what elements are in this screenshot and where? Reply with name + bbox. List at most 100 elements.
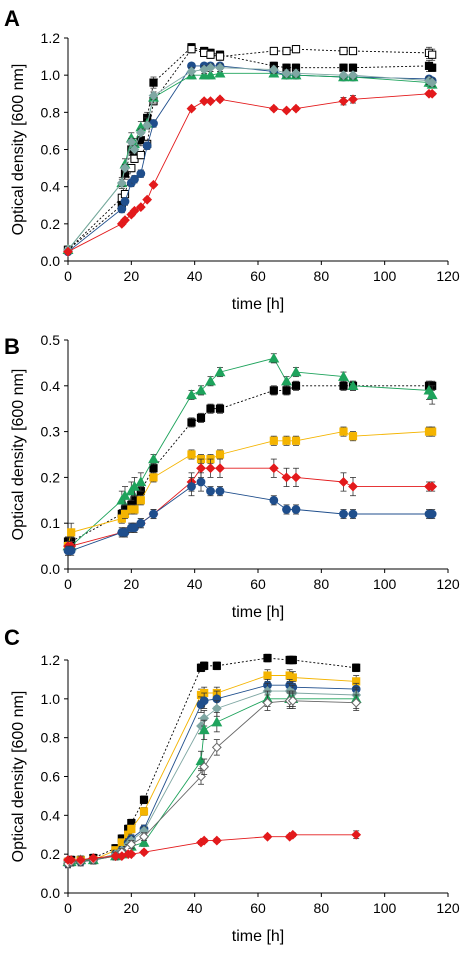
x-tick-label: 40 bbox=[187, 576, 203, 592]
data-point bbox=[139, 807, 149, 816]
data-point bbox=[281, 68, 292, 79]
data-point bbox=[196, 463, 206, 474]
data-point bbox=[120, 197, 130, 206]
data-point bbox=[268, 352, 280, 363]
data-point bbox=[427, 88, 438, 99]
data-point bbox=[66, 855, 77, 865]
data-point bbox=[348, 94, 358, 105]
y-axis-title: Optical density [600 nm] bbox=[10, 369, 27, 541]
data-point bbox=[339, 509, 348, 519]
x-tick-label: 100 bbox=[373, 268, 397, 284]
x-tick-label: 120 bbox=[436, 900, 460, 916]
data-point bbox=[338, 371, 349, 381]
data-point bbox=[291, 381, 301, 390]
data-point bbox=[142, 120, 153, 131]
data-point bbox=[149, 464, 158, 473]
data-point bbox=[148, 453, 159, 464]
x-axis-title: time [h] bbox=[232, 604, 284, 621]
data-point bbox=[215, 62, 225, 73]
y-tick-label: 0.1 bbox=[41, 515, 61, 531]
data-point bbox=[206, 404, 215, 413]
x-tick-label: 60 bbox=[250, 900, 266, 916]
data-point bbox=[129, 205, 140, 216]
data-point bbox=[282, 436, 291, 445]
data-point bbox=[149, 78, 158, 87]
data-point bbox=[205, 96, 216, 107]
series-5 bbox=[63, 472, 437, 556]
data-point bbox=[426, 389, 438, 400]
y-tick-label: 0.0 bbox=[41, 253, 61, 269]
data-point bbox=[351, 697, 362, 708]
data-point bbox=[348, 70, 358, 81]
data-point bbox=[126, 839, 137, 850]
data-point bbox=[339, 46, 348, 56]
data-point bbox=[187, 45, 196, 54]
data-point bbox=[120, 163, 130, 173]
x-axis-title: time [h] bbox=[232, 296, 284, 313]
panel-letter-a: A bbox=[4, 6, 20, 31]
data-point bbox=[214, 366, 226, 377]
series-6 bbox=[63, 88, 438, 257]
data-point bbox=[262, 697, 273, 708]
data-point bbox=[117, 204, 127, 214]
y-tick-label: 0.2 bbox=[41, 469, 61, 485]
data-point bbox=[149, 509, 158, 519]
series-5 bbox=[62, 688, 362, 867]
data-point bbox=[281, 375, 292, 386]
data-point bbox=[135, 476, 147, 487]
series-line bbox=[68, 698, 357, 863]
x-tick-label: 100 bbox=[373, 900, 397, 916]
data-point bbox=[142, 194, 153, 205]
data-point bbox=[215, 94, 225, 105]
x-axis-title: time [h] bbox=[232, 928, 284, 945]
data-point bbox=[148, 179, 159, 190]
data-point bbox=[428, 427, 437, 436]
data-point bbox=[291, 436, 301, 445]
data-point bbox=[148, 90, 159, 101]
x-tick-label: 60 bbox=[250, 576, 266, 592]
data-point bbox=[348, 63, 358, 72]
data-point bbox=[196, 413, 206, 422]
data-point bbox=[290, 366, 302, 377]
data-point bbox=[348, 46, 358, 56]
series-7 bbox=[63, 829, 362, 865]
series-1 bbox=[63, 653, 361, 867]
series-3 bbox=[63, 679, 361, 869]
data-point bbox=[282, 505, 291, 514]
x-tick-label: 80 bbox=[314, 268, 330, 284]
data-point bbox=[339, 63, 348, 72]
data-point bbox=[211, 703, 222, 714]
x-tick-label: 0 bbox=[64, 268, 72, 284]
data-point bbox=[205, 463, 216, 474]
data-point bbox=[139, 831, 149, 842]
x-tick-label: 80 bbox=[314, 900, 330, 916]
data-point bbox=[352, 663, 361, 672]
data-point bbox=[288, 673, 297, 682]
data-point bbox=[268, 64, 279, 75]
panel-letter-c: C bbox=[4, 625, 20, 650]
data-point bbox=[198, 69, 210, 80]
data-point bbox=[75, 855, 86, 865]
data-point bbox=[126, 849, 137, 860]
data-point bbox=[142, 141, 152, 151]
y-axis-title: Optical density [600 nm] bbox=[10, 64, 27, 236]
data-point bbox=[214, 67, 226, 78]
data-point bbox=[215, 486, 225, 496]
data-point bbox=[186, 66, 197, 77]
data-point bbox=[211, 716, 223, 727]
data-point bbox=[347, 380, 359, 390]
data-point bbox=[282, 386, 291, 395]
data-point bbox=[339, 381, 348, 390]
data-point bbox=[269, 436, 278, 445]
y-tick-label: 0.6 bbox=[41, 142, 61, 158]
data-point bbox=[138, 836, 150, 847]
data-point bbox=[291, 472, 301, 483]
y-axis-title: Optical density [600 nm] bbox=[10, 691, 27, 863]
data-point bbox=[88, 853, 99, 863]
data-point bbox=[215, 52, 225, 61]
data-point bbox=[186, 389, 197, 400]
panel-a: A 0.0 0.2 0.4 0.6 0.8 1.0 1.2 0 20 40 60 80 100 120 tim… bbox=[4, 6, 460, 313]
data-point bbox=[186, 103, 197, 114]
data-point bbox=[136, 496, 145, 505]
